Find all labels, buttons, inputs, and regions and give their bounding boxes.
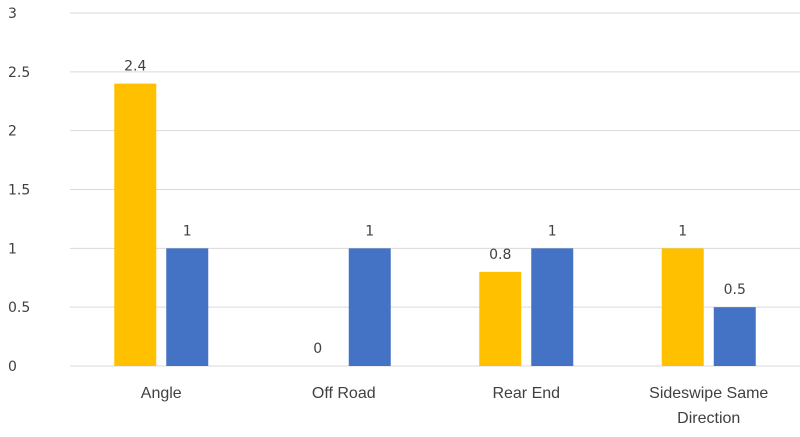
data-label: 0.8 <box>489 247 511 263</box>
y-tick-label: 2 <box>8 124 17 140</box>
data-label: 1 <box>183 223 192 239</box>
data-label: 1 <box>678 223 687 239</box>
data-label: 0 <box>313 341 322 357</box>
bar-series-1-2 <box>479 271 522 366</box>
x-axis-categories: Angle Off Road Rear End Sideswipe Same Direc… <box>141 385 769 427</box>
bar-series-1-3 <box>661 248 704 366</box>
x-category-label: Direction <box>677 410 740 427</box>
x-category-label: Rear End <box>492 385 560 402</box>
y-tick-label: 3 <box>8 6 17 22</box>
data-label: 0.5 <box>724 282 746 298</box>
y-axis-ticks: 0 0.5 1 1.5 2 2.5 3 <box>8 6 30 375</box>
data-label: 1 <box>365 223 374 239</box>
y-tick-label: 1 <box>8 241 17 257</box>
data-labels: 2.4 1 0 1 0.8 1 1 0.5 <box>124 59 746 357</box>
bar-series-2-3 <box>713 307 756 366</box>
y-tick-label: 1.5 <box>8 183 30 199</box>
x-category-label: Angle <box>141 385 182 402</box>
bar-series-1-0 <box>114 83 157 366</box>
y-tick-label: 2.5 <box>8 65 30 81</box>
bar-series-2-1 <box>348 248 391 366</box>
x-category-label: Off Road <box>312 385 376 402</box>
bar-series-2-2 <box>531 248 574 366</box>
bars <box>114 83 756 366</box>
data-label: 2.4 <box>124 59 146 75</box>
y-tick-label: 0.5 <box>8 300 30 316</box>
data-label: 1 <box>548 223 557 239</box>
bar-series-2-0 <box>166 248 209 366</box>
x-category-label: Sideswipe Same <box>649 385 768 402</box>
y-tick-label: 0 <box>8 359 17 375</box>
